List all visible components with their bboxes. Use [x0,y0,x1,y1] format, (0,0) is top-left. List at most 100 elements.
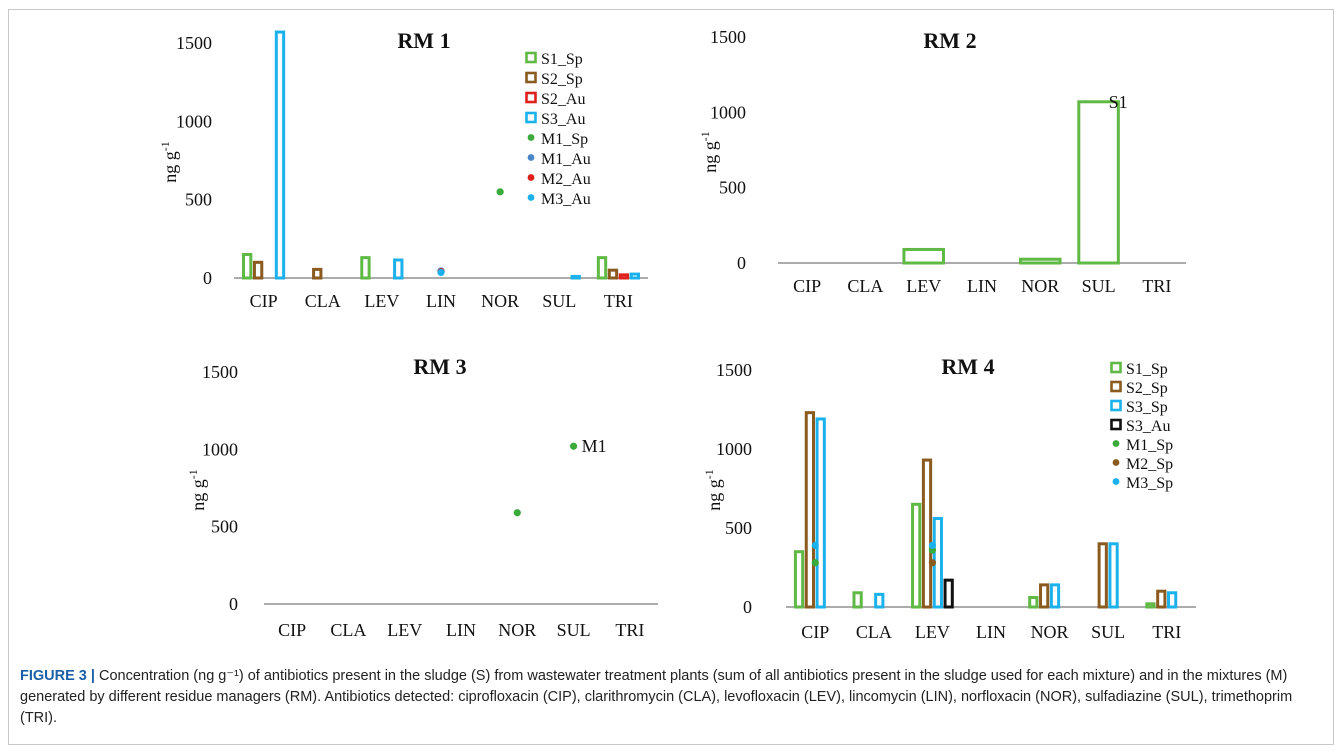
x-tick-label: LIN [426,291,456,311]
caption-label: FIGURE 3 | [20,668,95,684]
x-tick-label: NOR [481,291,519,311]
y-axis-label: ng g-1 [186,469,208,511]
bar-s3-sp [1049,583,1061,609]
x-tick-label: LEV [915,622,950,642]
legend-label: S2_Sp [541,71,583,88]
point-m2-sp [928,559,937,567]
bar-s1-sp [596,256,608,280]
x-tick-label: CLA [856,622,892,642]
y-tick-label: 1000 [716,439,752,459]
legend-marker-box [525,111,537,124]
chart-title: RM 3 [413,354,466,379]
figure-caption: FIGURE 3 | Concentration (ng g⁻¹) of ant… [20,666,1320,729]
y-tick-label: 1000 [176,111,212,131]
x-tick-label: LIN [976,622,1006,642]
legend-marker-dot [527,174,535,181]
x-tick-label: CLA [330,620,366,640]
bar-s2-sp [804,411,815,609]
legend-label: M2_Au [541,171,591,188]
x-tick-label: NOR [498,620,536,640]
legend-marker-dot [527,134,535,141]
chart-panel-rm3: RM 3 ng g-1 0 500 1000 1500 CIP CLA LEV LIN NOR SUL… [186,354,658,640]
y-tick-label: 500 [725,518,752,538]
bar-s3-au [570,274,581,280]
x-tick-label: TRI [1152,622,1181,642]
y-tick-label: 0 [229,594,238,614]
data-annotation: S1 [1109,92,1128,112]
legend-label: S1_Sp [541,51,583,68]
legend-marker-dot [527,154,535,161]
y-axis-label: ng g-1 [698,131,720,173]
legend-label: M3_Au [541,191,591,208]
point-m1 [513,509,521,517]
point-m1-sp [811,559,819,567]
legend-marker-dot [1112,440,1120,447]
x-tick-label: NOR [1021,276,1059,296]
legend-marker-box [525,71,537,84]
legend-marker-box [1110,399,1122,412]
bar-s3-sp [1108,542,1119,609]
legend-label: S3_Au [1126,418,1170,435]
y-tick-label: 500 [185,190,212,210]
bar-s1-sp [793,550,805,609]
y-tick-label: 1500 [710,27,746,47]
legend-marker-dot [1112,459,1120,466]
y-tick-label: 500 [211,517,238,537]
legend-label: S2_Sp [1126,380,1168,397]
x-tick-label: LIN [967,276,997,296]
chart-title: RM 4 [941,354,994,379]
bar-s2-sp [607,268,619,280]
y-tick-label: 1000 [710,102,746,122]
y-tick-label: 0 [743,597,752,617]
bar-s3-sp [1167,591,1178,609]
x-tick-label: CLA [847,276,883,296]
point-m3-au [437,268,445,277]
legend-label: S3_Sp [1126,399,1168,416]
point-m1 [569,442,578,450]
figure-frame [8,9,1334,745]
bar-s2-sp [1156,589,1167,609]
chart-panel-rm2: RM 2 ng g-1 0 500 1000 1500 CIP CLA LEV LIN NOR SUL… [698,27,1186,296]
chart-panel-rm1: RM 1 ng g-1 0 500 1000 1500 CIP CLA LEV LIN NOR SUL… [158,28,648,311]
bar-s2-sp [252,260,264,280]
bar-s2-au [618,273,630,280]
bar-s1-sp [1145,602,1156,609]
x-tick-label: SUL [1082,276,1116,296]
chart-panel-rm4: RM 4 ng g-1 0 500 1000 1500 CIP CLA LEV LIN NOR SUL… [702,354,1196,642]
bar-s1 [902,247,945,265]
bar-s3-sp [815,417,826,609]
bar-s1-sp [1028,596,1039,609]
x-tick-label: CIP [278,620,306,640]
x-tick-label: CIP [793,276,821,296]
x-tick-label: NOR [1031,622,1069,642]
bar-s2-sp [1039,583,1050,609]
x-tick-label: SUL [542,291,576,311]
legend-marker-box [1110,418,1122,431]
x-tick-label: CIP [801,622,829,642]
x-tick-label: SUL [1091,622,1125,642]
y-tick-label: 1500 [716,360,752,380]
legend-label: M1_Sp [1126,437,1173,454]
legend-marker-box [1110,361,1122,374]
bar-s2-sp [1097,542,1108,609]
bar-s1-sp [241,253,253,280]
chart-title: RM 2 [923,28,976,53]
legend-label: M1_Sp [541,131,588,148]
x-tick-label: LEV [906,276,941,296]
point-m3-sp [928,541,937,549]
legend-marker-box [525,91,537,104]
legend-marker-dot [527,194,535,201]
y-tick-label: 1500 [202,362,238,382]
y-tick-label: 500 [719,178,746,198]
bar-s3-sp [874,592,885,609]
bar-s3-au [629,272,641,280]
y-axis-label: ng g-1 [702,469,724,511]
x-tick-label: CLA [305,291,341,311]
legend-label: M3_Sp [1126,475,1173,492]
x-tick-label: LEV [387,620,422,640]
x-tick-label: LIN [446,620,476,640]
legend-marker-box [1110,380,1122,393]
bar-s3-au [393,258,404,280]
bar-s2-sp [312,267,323,280]
bar-s1 [1019,257,1062,265]
